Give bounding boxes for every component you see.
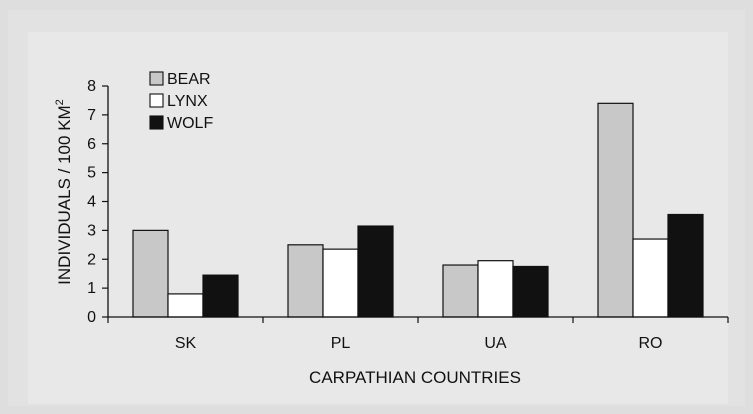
legend-swatch-bear	[149, 71, 164, 86]
bars-layer	[132, 102, 704, 318]
legend-label-wolf: WOLF	[167, 115, 213, 132]
y-tick-label-0: 0	[87, 309, 96, 326]
legend-label-lynx: LYNX	[167, 93, 208, 110]
bar-bear-ro	[597, 102, 634, 318]
y-axis-label: INDIVIDUALS / 100 KM2	[54, 99, 74, 285]
y-tick-label-4: 4	[87, 194, 96, 211]
bar-wolf-ro	[667, 213, 704, 318]
legend-label-bear: BEAR	[167, 71, 211, 88]
bar-wolf-sk	[202, 274, 239, 318]
bar-wolf-ua	[512, 265, 549, 318]
x-tick-label-ua: UA	[484, 335, 507, 352]
bar-lynx-ro	[632, 238, 669, 318]
bar-bear-pl	[287, 244, 324, 318]
bar-lynx-ua	[477, 260, 514, 318]
y-tick-label-1: 1	[87, 280, 96, 297]
y-tick-label-3: 3	[87, 222, 96, 239]
y-tick-label-6: 6	[87, 136, 96, 153]
x-tick-label-ro: RO	[639, 335, 663, 352]
bar-bear-sk	[132, 229, 169, 318]
y-tick-label-2: 2	[87, 251, 96, 268]
x-tick-label-pl: PL	[331, 335, 351, 352]
y-tick-label-5: 5	[87, 165, 96, 182]
x-tick-label-sk: SK	[175, 335, 197, 352]
bar-bear-ua	[442, 264, 479, 318]
bar-lynx-sk	[167, 293, 204, 318]
x-axis-label: CARPATHIAN COUNTRIES	[309, 368, 521, 387]
axes-layer: SK PL UA RO 0 1 2 3 4 5 6 7 8	[87, 78, 729, 352]
legend-swatch-wolf	[149, 115, 164, 130]
y-tick-label-8: 8	[87, 78, 96, 95]
y-tick-label-7: 7	[87, 107, 96, 124]
legend: BEAR LYNX WOLF	[149, 71, 213, 132]
legend-swatch-lynx	[149, 93, 164, 108]
bar-lynx-pl	[322, 248, 359, 318]
bar-wolf-pl	[357, 225, 394, 318]
